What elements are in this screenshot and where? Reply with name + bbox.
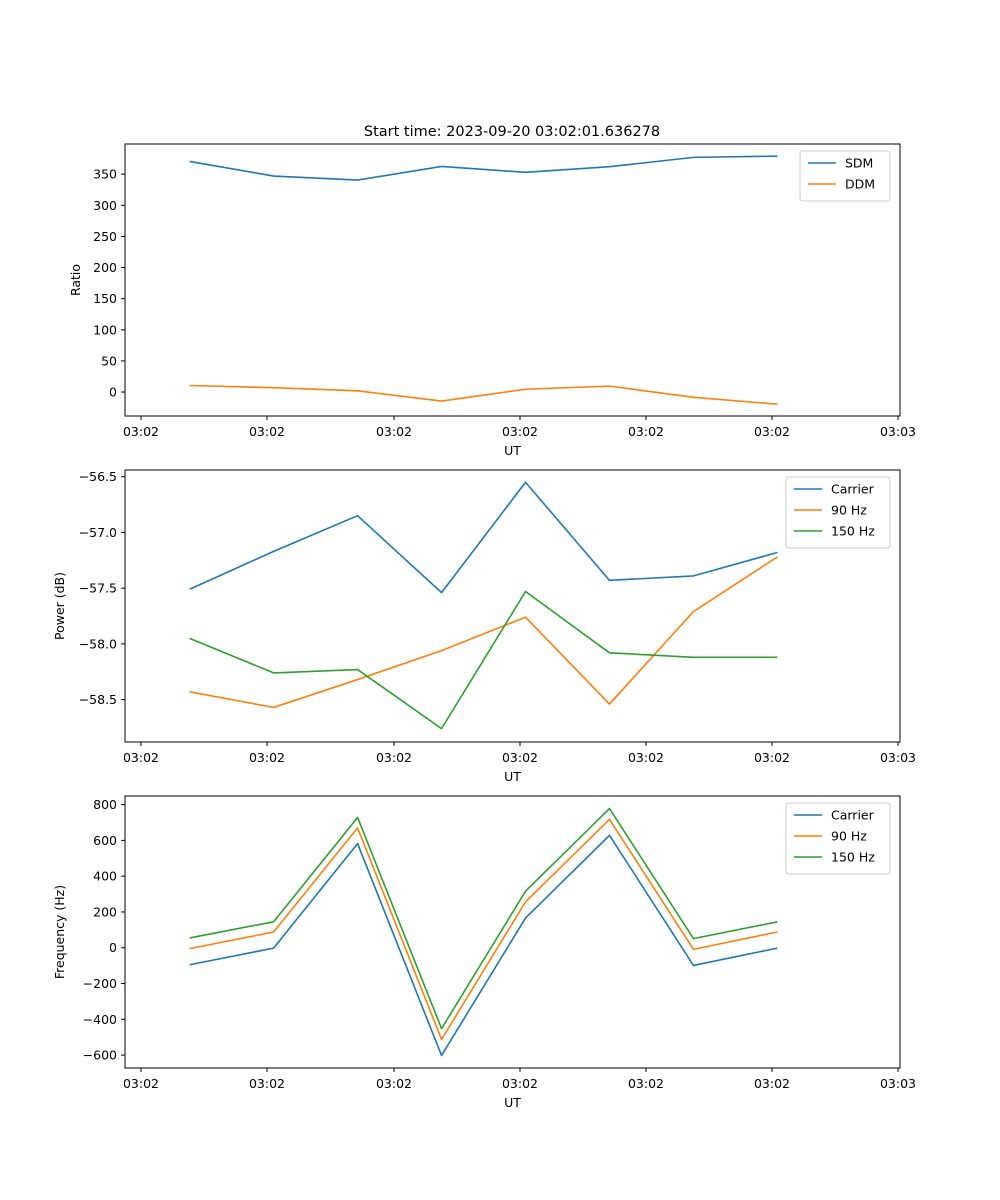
x-tick-label: 03:02 [376, 424, 412, 439]
x-tick-label: 03:02 [754, 1076, 790, 1091]
y-tick-label: 800 [93, 797, 117, 812]
series-line-90-hz [189, 818, 778, 1041]
x-tick-label: 03:02 [628, 1076, 664, 1091]
panel-3: 03:02 03:02 03:02 03:02 03:02 03:02 03:03 UT −60… [52, 795, 916, 1110]
legend: Carrier 90 Hz 150 Hz [785, 476, 891, 549]
x-tick-label: 03:02 [249, 1076, 285, 1091]
x-tick-label: 03:02 [123, 424, 159, 439]
x-tick-label: 03:02 [502, 424, 538, 439]
x-tick-label: 03:02 [628, 424, 664, 439]
x-tick-label: 03:03 [880, 424, 916, 439]
x-tick-label: 03:02 [376, 1076, 412, 1091]
legend-label: 90 Hz [831, 503, 867, 518]
panels: 03:02 03:02 03:02 03:02 03:02 03:02 03:03 UT 0 50… [52, 143, 916, 1110]
y-tick-label: −600 [83, 1048, 117, 1063]
y-tick-label: −57.5 [79, 581, 117, 596]
x-axis-label: UT [504, 769, 521, 784]
x-tick-label: 03:02 [123, 750, 159, 765]
x-axis-label: UT [504, 1095, 521, 1110]
legend-label: 150 Hz [831, 850, 875, 865]
y-axis-label: Power (dB) [52, 572, 67, 640]
legend-label: DDM [845, 177, 875, 192]
legend: SDM DDM [799, 150, 891, 202]
y-tick-label: −200 [83, 976, 117, 991]
x-tick-label: 03:02 [628, 750, 664, 765]
x-tick-label: 03:02 [376, 750, 412, 765]
y-axis-label: Frequency (Hz) [52, 885, 67, 979]
panel-2: 03:02 03:02 03:02 03:02 03:02 03:02 03:03 UT −56… [52, 469, 916, 784]
panel-1: 03:02 03:02 03:02 03:02 03:02 03:02 03:03 UT 0 50… [68, 143, 916, 458]
legend: Carrier 90 Hz 150 Hz [785, 802, 891, 875]
y-tick-label: 250 [93, 229, 117, 244]
legend-label: Carrier [831, 482, 875, 497]
x-tick-label: 03:03 [880, 1076, 916, 1091]
y-tick-label: −58.0 [79, 636, 117, 651]
legend-label: 150 Hz [831, 524, 875, 539]
series-line-ddm [189, 384, 778, 405]
y-tick-label: −400 [83, 1012, 117, 1027]
x-tick-label: 03:03 [880, 750, 916, 765]
axes-frame [124, 795, 901, 1069]
y-axis-label: Ratio [68, 264, 83, 296]
axes-frame [124, 143, 901, 417]
series-line-90-hz [189, 556, 778, 709]
figure-suptitle: Start time: 2023-09-20 03:02:01.636278 [364, 124, 660, 140]
x-axis-label: UT [504, 443, 521, 458]
x-tick-label: 03:02 [123, 1076, 159, 1091]
series-line-150-hz [189, 807, 778, 1030]
y-tick-label: −57.0 [79, 525, 117, 540]
legend-label: SDM [845, 156, 873, 171]
x-tick-label: 03:02 [502, 1076, 538, 1091]
axes-frame [124, 469, 901, 743]
series-line-carrier [189, 834, 778, 1057]
series-line-150-hz [189, 590, 778, 730]
y-tick-label: 100 [93, 322, 117, 337]
y-tick-label: 300 [93, 198, 117, 213]
y-tick-label: 50 [101, 353, 117, 368]
x-tick-label: 03:02 [249, 424, 285, 439]
x-tick-label: 03:02 [754, 424, 790, 439]
x-tick-label: 03:02 [249, 750, 285, 765]
y-tick-label: 400 [93, 869, 117, 884]
series-line-carrier [189, 481, 778, 594]
y-tick-label: −56.5 [79, 469, 117, 484]
legend-label: Carrier [831, 808, 875, 823]
y-tick-label: 150 [93, 291, 117, 306]
y-tick-label: −58.5 [79, 692, 117, 707]
y-tick-label: 0 [109, 385, 117, 400]
y-tick-label: 600 [93, 833, 117, 848]
x-tick-label: 03:02 [754, 750, 790, 765]
y-tick-label: 0 [109, 940, 117, 955]
y-tick-label: 200 [93, 904, 117, 919]
series-line-sdm [189, 155, 778, 181]
legend-label: 90 Hz [831, 829, 867, 844]
y-tick-label: 350 [93, 167, 117, 182]
y-tick-label: 200 [93, 260, 117, 275]
x-tick-label: 03:02 [502, 750, 538, 765]
